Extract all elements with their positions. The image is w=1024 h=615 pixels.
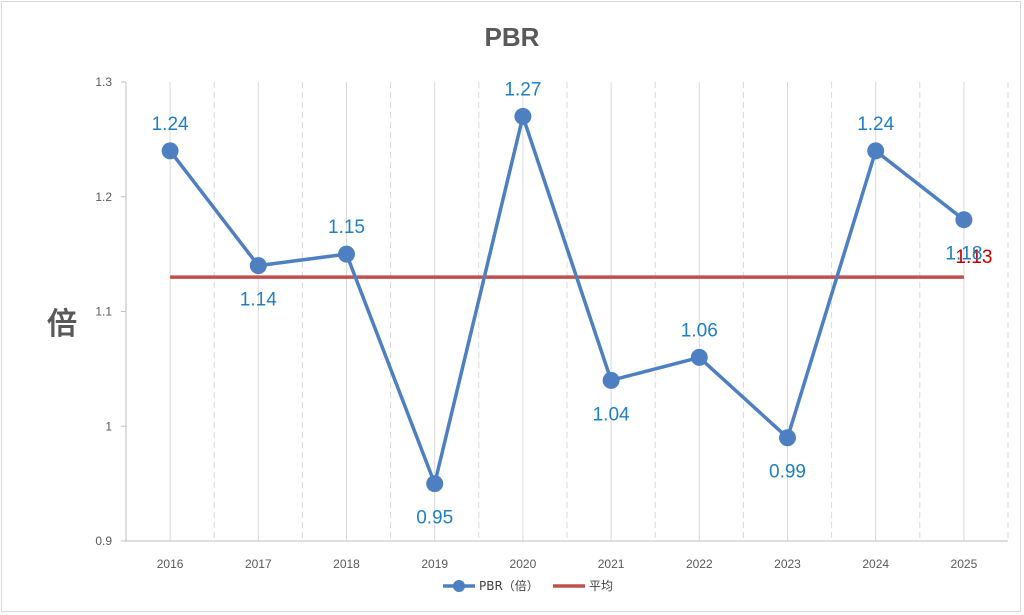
- data-point: [867, 142, 885, 160]
- x-tick-label: 2022: [686, 557, 713, 571]
- x-tick-label: 2025: [951, 557, 978, 571]
- x-tick-label: 2020: [510, 557, 537, 571]
- average-series: 1.13: [170, 247, 992, 279]
- chart-title: PBR: [485, 22, 540, 52]
- y-tick-label: 1.2: [95, 190, 112, 204]
- data-point: [955, 211, 973, 229]
- data-label: 1.24: [857, 114, 894, 135]
- grid-lines: [169, 82, 1009, 541]
- data-point: [161, 142, 179, 160]
- data-label: 1.06: [681, 320, 718, 341]
- x-tick-label: 2024: [862, 557, 889, 571]
- legend-pbr-marker: [453, 580, 465, 592]
- axes: [121, 81, 1008, 542]
- data-point: [338, 245, 355, 263]
- data-point: [249, 257, 267, 275]
- x-tick-label: 2016: [157, 557, 184, 571]
- x-tick-label: 2017: [245, 557, 272, 571]
- data-point: [602, 371, 620, 389]
- data-point: [426, 475, 444, 493]
- data-label: 1.18: [945, 244, 982, 265]
- data-label: 1.27: [504, 79, 541, 100]
- legend: PBR（倍） 平均: [443, 578, 613, 593]
- data-label: 1.24: [152, 114, 189, 135]
- average-data-label: 1.13: [955, 247, 992, 268]
- x-tick-label: 2019: [421, 557, 448, 571]
- x-tick-labels: 2016 2017 2018 2019 2020 2021 2022 2023 2024 2025: [157, 557, 978, 571]
- data-labels: 1.24 1.14 1.15 0.95 1.27 1.04 1.06 0.99 1.24 1.18: [152, 79, 983, 528]
- y-tick-label: 1: [105, 419, 112, 433]
- y-tick-label: 1.1: [95, 305, 112, 319]
- x-tick-label: 2018: [333, 557, 360, 571]
- data-label: 1.15: [328, 217, 365, 238]
- data-label: 0.95: [416, 508, 453, 529]
- data-point: [514, 107, 532, 125]
- pbr-line: [168, 114, 965, 486]
- legend-pbr-label: PBR（倍）: [479, 578, 539, 593]
- x-tick-label: 2023: [774, 557, 801, 571]
- data-point: [779, 429, 796, 447]
- y-tick-label: 0.9: [95, 534, 112, 548]
- data-label: 0.99: [769, 462, 806, 483]
- data-label: 1.04: [593, 404, 630, 425]
- x-tick-label: 2021: [598, 557, 625, 571]
- pbr-series: [161, 107, 973, 493]
- y-tick-label: 1.3: [95, 75, 112, 89]
- y-axis-label: 倍: [47, 307, 77, 342]
- legend-average-label: 平均: [589, 579, 613, 593]
- data-label: 1.14: [240, 290, 277, 311]
- data-point: [690, 348, 708, 366]
- y-tick-labels: 0.9 1 1.1 1.2 1.3: [95, 75, 112, 548]
